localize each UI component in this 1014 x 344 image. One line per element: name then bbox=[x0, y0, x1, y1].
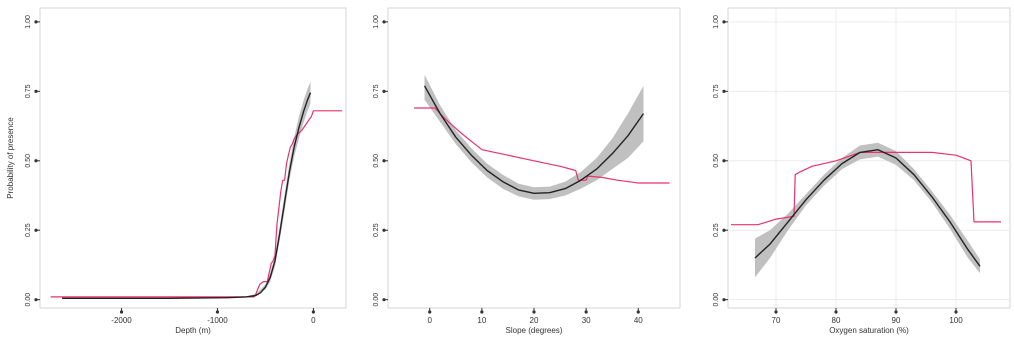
y-axis-title: Probability of presence bbox=[6, 117, 15, 199]
x-tick-dot bbox=[636, 310, 640, 314]
confidence-band bbox=[755, 142, 980, 278]
y-tick-dot bbox=[722, 298, 726, 302]
y-tick-label: 0.25 bbox=[373, 223, 380, 237]
fitted-line bbox=[754, 149, 981, 267]
x-tick-dot bbox=[894, 310, 898, 314]
x-tick-label: 100 bbox=[949, 316, 963, 325]
fitted-line bbox=[423, 85, 645, 194]
y-tick-dot bbox=[34, 20, 38, 24]
x-tick-label: 90 bbox=[892, 316, 901, 325]
panel-3: 70 80 90 100 0.00 0.25 0.50 0.75 1.00 Oxygen satu… bbox=[713, 7, 1011, 335]
x-tick-label: 30 bbox=[582, 316, 591, 325]
x-tick-label: 40 bbox=[634, 316, 643, 325]
y-tick-label: 0.75 bbox=[373, 84, 380, 98]
x-tick-dot bbox=[532, 310, 536, 314]
x-tick-dot bbox=[119, 310, 124, 314]
y-tick-label: 0.25 bbox=[25, 223, 32, 237]
x-tick-label: -1000 bbox=[207, 316, 228, 325]
x-tick-dot bbox=[954, 310, 958, 314]
x-tick-dot bbox=[311, 310, 315, 314]
y-tick-dot bbox=[722, 89, 726, 93]
y-tick-dot bbox=[722, 20, 726, 24]
y-tick-label: 0.25 bbox=[713, 223, 720, 237]
fitted-line bbox=[62, 92, 312, 299]
observed-line bbox=[414, 107, 670, 184]
y-tick-dot bbox=[382, 159, 386, 163]
y-tick-dot bbox=[722, 228, 726, 232]
y-tick-label: 0.00 bbox=[373, 293, 380, 307]
y-tick-label: 1.00 bbox=[713, 15, 720, 29]
y-tick-label: 0.50 bbox=[373, 154, 380, 168]
y-tick-label: 0.75 bbox=[25, 84, 32, 98]
y-tick-dot bbox=[382, 228, 386, 232]
y-tick-label: 0.50 bbox=[713, 154, 720, 168]
y-tick-label: 1.00 bbox=[373, 15, 380, 29]
y-tick-dot bbox=[34, 228, 38, 232]
panel-1: -2000 -1000 0 0.00 0.25 0.50 0.75 1.00 Depth (m)… bbox=[6, 7, 347, 335]
x-tick-label: -2000 bbox=[111, 316, 132, 325]
y-tick-label: 0.00 bbox=[713, 293, 720, 307]
x-tick-dot bbox=[480, 310, 484, 314]
y-tick-dot bbox=[382, 89, 386, 93]
x-tick-dot bbox=[428, 310, 432, 314]
x-tick-label: 70 bbox=[772, 316, 781, 325]
y-tick-dot bbox=[34, 89, 38, 93]
y-tick-label: 0.75 bbox=[713, 84, 720, 98]
x-tick-dot bbox=[215, 310, 220, 314]
panel-2: 0 10 20 30 40 0.00 0.25 0.50 0.75 1.00 Slope (degr… bbox=[373, 7, 681, 335]
confidence-band bbox=[424, 74, 644, 200]
x-tick-label: 10 bbox=[477, 316, 486, 325]
plot-frame bbox=[387, 7, 681, 309]
y-tick-label: 1.00 bbox=[25, 15, 32, 29]
x-tick-dot bbox=[834, 310, 838, 314]
x-tick-label: 0 bbox=[311, 316, 316, 325]
plot-frame bbox=[39, 7, 347, 309]
observed-line bbox=[50, 110, 343, 298]
x-tick-dot bbox=[584, 310, 588, 314]
y-tick-label: 0.50 bbox=[25, 154, 32, 168]
x-axis-title: Slope (degrees) bbox=[506, 326, 563, 335]
x-tick-label: 0 bbox=[427, 316, 432, 325]
confidence-band bbox=[246, 81, 311, 298]
y-tick-dot bbox=[722, 159, 726, 163]
x-tick-dot bbox=[774, 310, 778, 314]
observed-line bbox=[731, 151, 1001, 226]
x-tick-label: 80 bbox=[832, 316, 841, 325]
x-axis-title: Oxygen saturation (%) bbox=[829, 326, 909, 335]
x-axis-title: Depth (m) bbox=[175, 326, 211, 335]
y-tick-dot bbox=[34, 298, 38, 302]
y-tick-dot bbox=[34, 159, 38, 163]
x-tick-label: 20 bbox=[530, 316, 539, 325]
y-tick-dot bbox=[382, 298, 386, 302]
y-tick-dot bbox=[382, 20, 386, 24]
y-tick-label: 0.00 bbox=[25, 293, 32, 307]
